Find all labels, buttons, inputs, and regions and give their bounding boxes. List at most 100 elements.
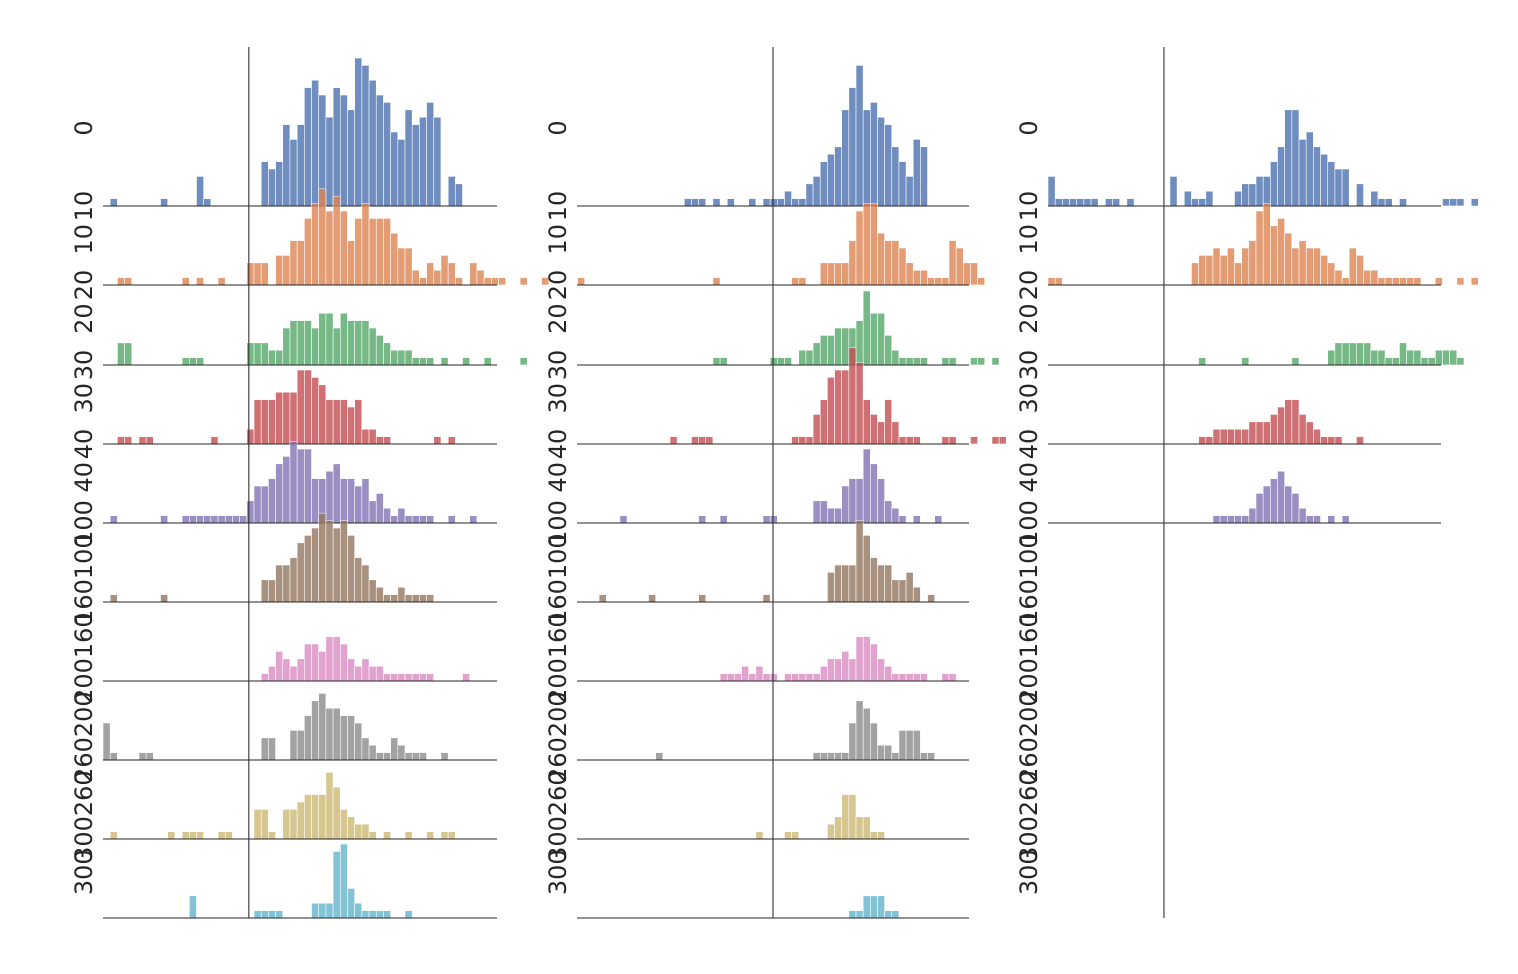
histogram-bar [109,198,118,207]
histogram-bar [834,369,842,445]
histogram-bar [541,277,550,286]
histogram-bar [812,752,821,761]
histogram-bar [196,515,204,524]
histogram-bar [898,515,907,524]
row-tick-label: 260 [1015,770,1043,816]
histogram-bar [368,218,377,286]
panel-3: 0101020203030404010010016016020020026026… [1015,47,1479,918]
histogram-bar [311,478,320,524]
histogram-bar [977,277,986,286]
histogram-bar [117,277,125,286]
row-4 [1048,399,1441,445]
histogram-bar [762,594,771,603]
histogram-bar [117,342,125,366]
row-tick-label: 300 [1015,849,1043,895]
histogram-bar [655,752,664,761]
histogram-bar [426,594,435,603]
row-tick-label: 0 [544,120,572,135]
histogram-bar [181,357,190,366]
histogram-bar [862,448,871,524]
histogram-bar [1420,357,1429,366]
histogram-bar [812,673,821,682]
histogram-bar [1334,269,1343,286]
histogram-bar [296,542,305,603]
histogram-bar [390,515,399,524]
histogram-bar [318,902,327,919]
histogram-bar [260,673,269,682]
histogram-bar [1320,153,1329,207]
histogram-bar [834,752,842,761]
histogram-bar [819,665,828,682]
histogram-bar [862,895,871,919]
histogram-bar [1435,277,1443,286]
histogram-bar [332,527,341,603]
histogram-bar [1399,198,1407,207]
histogram-bar [196,357,204,366]
histogram-bar [253,262,262,286]
histogram-bar [1105,198,1113,207]
histogram-bar [347,816,355,840]
histogram-bar [361,910,370,919]
histogram-bar [1248,507,1257,524]
histogram-bar [948,240,957,286]
row-tick-label: 200 [70,691,98,737]
histogram-bar [1384,277,1393,286]
row-4 [577,347,1007,445]
histogram-bar [368,579,377,603]
histogram-bar [1442,349,1450,366]
histogram-bar [469,262,478,286]
row-9 [103,772,497,840]
histogram-bar [304,715,312,761]
histogram-bar [827,752,835,761]
histogram-bar [1413,349,1422,366]
histogram-bar [855,320,864,366]
histogram-bar [1327,262,1336,286]
histogram-bar [253,910,262,919]
histogram-bar [991,357,1000,366]
histogram-bar [217,831,226,840]
histogram-bar [870,643,878,682]
histogram-bar [920,752,928,761]
histogram-bar [397,744,406,761]
row-tick-label: 10 [70,191,98,222]
histogram-bar [698,515,707,524]
histogram-bar [325,210,334,286]
histogram-bar [318,384,327,445]
histogram-bar [260,342,269,366]
histogram-bar [791,198,800,207]
histogram-bar [404,594,413,603]
histogram-bar [361,658,370,682]
histogram-bar [898,730,907,761]
row-tick-label: 40 [544,429,572,460]
histogram-bar [769,198,778,207]
histogram-bar [991,436,1000,445]
histogram-bar [1284,232,1293,286]
histogram-bar [1356,342,1364,366]
histogram-bar [812,342,821,366]
row-tick-label: 200 [1015,691,1043,737]
row-1 [577,65,969,207]
histogram-bar [325,399,334,445]
histogram-bar [1191,198,1199,207]
histogram-bar [1305,421,1314,445]
histogram-bar [1284,109,1293,207]
histogram-bar [282,456,291,524]
histogram-bar [841,327,850,366]
histogram-bar [1313,146,1321,207]
histogram-bar [109,594,118,603]
histogram-bar [862,636,871,682]
histogram-bar [927,277,935,286]
histogram-bar [361,564,370,603]
histogram-bar [920,673,928,682]
histogram-bar [332,399,341,445]
histogram-bar [354,57,363,207]
histogram-bar [963,262,971,286]
histogram-bar [419,357,427,366]
histogram-bar [784,357,792,366]
row-tick-label: 100 [544,500,572,546]
histogram-bar [819,500,828,524]
histogram-bar [440,752,449,761]
row-tick-label: 30 [544,350,572,381]
histogram-bar [1234,262,1242,286]
histogram-bar [884,665,893,682]
